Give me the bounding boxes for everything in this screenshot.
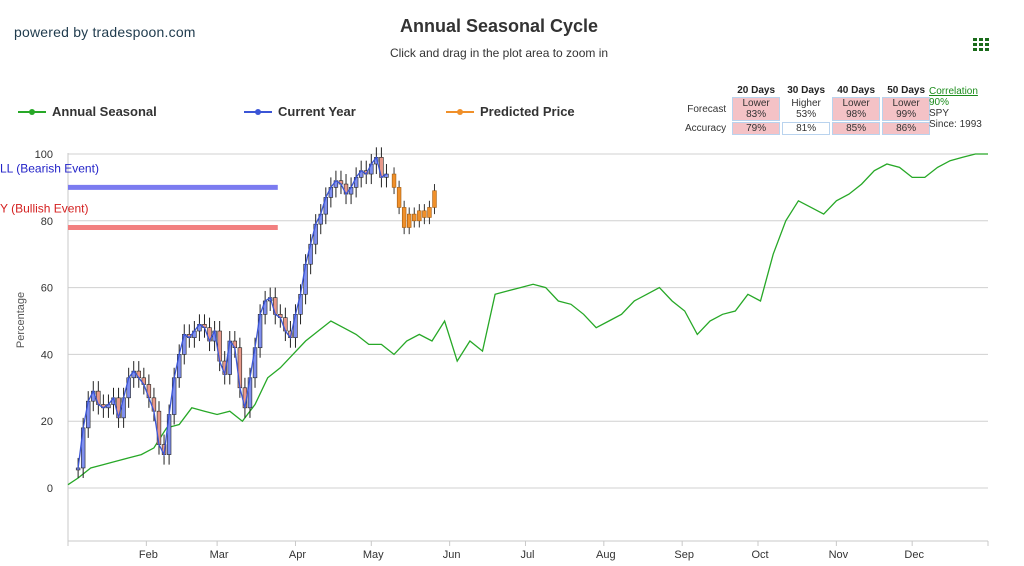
y-tick-label: 20: [41, 416, 53, 428]
legend-item-current-year[interactable]: Current Year: [244, 104, 356, 119]
legend-marker-icon: [244, 107, 272, 117]
correlation-symbol: SPY: [929, 108, 950, 119]
correlation-link[interactable]: Correlation: [929, 86, 978, 97]
forecast-row-label: Forecast: [687, 103, 727, 115]
correlation-since: Since: 1993: [929, 119, 982, 130]
chart-title: Annual Seasonal Cycle: [399, 16, 599, 36]
y-tick-label: 80: [41, 216, 53, 228]
y-tick-label: 40: [41, 349, 53, 361]
accuracy-row-label: Accuracy: [685, 123, 727, 134]
predicted-candle-body: [417, 210, 422, 222]
brand-text: powered by tradespoon.com: [14, 24, 196, 40]
x-tick-label: May: [363, 549, 384, 561]
event-band-label: LL (Bearish Event): [0, 161, 99, 175]
annual-seasonal-line: [67, 153, 988, 486]
legend-label: Predicted Price: [480, 104, 575, 119]
correlation-value: 90%: [929, 97, 950, 108]
forecast-cell-30: Higher 53%: [782, 97, 831, 121]
correlation-box: Correlation 90% SPY Since: 1993: [929, 86, 982, 130]
legend-marker-icon: [18, 107, 46, 117]
header-40-days: 40 Days: [837, 85, 876, 96]
x-tick-label: Nov: [829, 549, 849, 561]
legend-item-annual-seasonal[interactable]: Annual Seasonal: [18, 104, 157, 119]
predicted-candle-body: [396, 187, 402, 208]
header-20-days: 20 Days: [737, 85, 776, 96]
y-tick-label: 60: [41, 283, 53, 295]
predicted-candle-body: [401, 207, 407, 228]
predicted-candle-body: [391, 173, 397, 188]
x-tick-label: Jul: [520, 549, 534, 561]
x-tick-label: Dec: [904, 549, 924, 561]
predicted-candle-body: [407, 213, 412, 228]
header-30-days: 30 Days: [787, 85, 826, 96]
x-tick-label: Feb: [139, 549, 158, 561]
predicted-candle-body: [427, 207, 432, 218]
accuracy-cell-50: 86%: [882, 122, 931, 135]
x-tick-label: Jun: [443, 549, 461, 561]
forecast-cell-40: Lower 98%: [832, 97, 881, 121]
forecast-cell-50: Lower 99%: [882, 97, 931, 121]
accuracy-cell-30: 81%: [782, 122, 831, 135]
legend-label: Annual Seasonal: [52, 104, 157, 119]
accuracy-cell-20: 79%: [732, 122, 781, 135]
x-tick-label: Sep: [674, 549, 694, 561]
predicted-candle-body: [432, 190, 437, 208]
predicted-candle-body: [412, 213, 417, 222]
header-50-days: 50 Days: [887, 85, 926, 96]
x-tick-label: Aug: [596, 549, 616, 561]
chart-menu-icon[interactable]: [973, 38, 989, 52]
y-tick-label: 0: [47, 483, 53, 495]
x-tick-label: Oct: [751, 549, 768, 561]
accuracy-cell-40: 85%: [832, 122, 881, 135]
forecast-cell-20: Lower 83%: [732, 97, 781, 121]
legend-marker-icon: [446, 107, 474, 117]
y-tick-label: 100: [35, 149, 53, 161]
predicted-candle-body: [422, 210, 427, 218]
x-tick-label: Mar: [210, 549, 229, 561]
y-axis-title: Percentage: [15, 292, 27, 348]
event-band-label: Y (Bullish Event): [0, 201, 88, 215]
forecast-table: 20 Days 30 Days 40 Days 50 Days Forecast…: [680, 84, 932, 136]
chart-subtitle: Click and drag in the plot area to zoom …: [389, 46, 609, 60]
legend-item-predicted-price[interactable]: Predicted Price: [446, 104, 575, 119]
legend-label: Current Year: [278, 104, 356, 119]
x-tick-label: Apr: [289, 549, 306, 561]
current-year-line: [77, 155, 387, 469]
candle-body: [75, 467, 81, 471]
